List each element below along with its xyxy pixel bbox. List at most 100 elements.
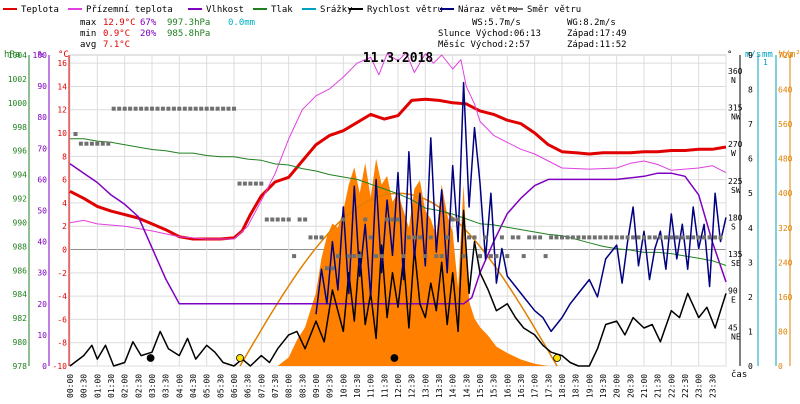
wind-direction-point <box>478 254 482 259</box>
wind-direction-point <box>128 106 133 111</box>
tick-label-pressure: 988 <box>13 242 28 251</box>
wind-direction-point <box>499 235 504 240</box>
tick-label-wind: 2 <box>748 293 753 302</box>
wind-direction-point <box>303 217 308 222</box>
wind-direction-point <box>625 235 630 240</box>
tick-label-temperature: 8 <box>62 152 67 161</box>
moonset-marker <box>390 354 399 362</box>
legend-label-2: Přízemní teplota <box>86 5 173 15</box>
axis-title-degrees: ° <box>727 50 732 60</box>
wind-direction-point <box>155 106 160 111</box>
wind-direction-point <box>385 217 390 222</box>
tick-label-temperature: 0 <box>62 246 67 255</box>
wind-direction-point <box>237 181 242 186</box>
wind-direction-point <box>570 235 575 240</box>
tick-label-pressure: 996 <box>13 147 28 156</box>
tick-label-wind: 6 <box>748 155 753 164</box>
sunrise-marker <box>236 354 244 362</box>
moonrise-marker <box>146 354 155 362</box>
wind-direction-point <box>532 235 537 240</box>
time-tick-label: 00:00 <box>66 374 75 398</box>
tick-label-temperature: 4 <box>62 199 67 208</box>
time-tick-label: 10:30 <box>353 374 362 398</box>
time-tick-label: 15:30 <box>490 374 499 398</box>
wind-direction-point <box>95 141 100 146</box>
wind-direction-point <box>614 235 619 240</box>
time-tick-label: 03:30 <box>162 374 171 398</box>
wind-direction-point <box>696 235 701 240</box>
wind-direction-point <box>324 266 329 271</box>
wind-direction-point <box>242 181 247 186</box>
wind-direction-point <box>308 235 313 240</box>
tick-label-wind: 1 <box>748 327 753 336</box>
wind-direction-point <box>368 235 373 240</box>
wind-direction-point <box>488 254 493 259</box>
axis-title-celsius: °C <box>58 50 69 60</box>
tick-label-compass: NW <box>731 113 741 122</box>
tick-label-temperature: 6 <box>62 176 67 185</box>
time-tick-label: 09:00 <box>312 374 321 398</box>
wind-direction-point <box>248 181 253 186</box>
time-tick-label: 07:00 <box>257 374 266 398</box>
wind-direction-point <box>150 106 154 111</box>
tick-label-temperature: 16 <box>57 59 67 68</box>
time-tick-label: 19:00 <box>585 374 594 398</box>
info-block: WS:5.7m/s WG:8.2m/s Slunce Východ:06:13 … <box>438 18 627 50</box>
tick-label-pressure: 998 <box>13 123 28 132</box>
time-tick-label: 10:00 <box>339 374 348 398</box>
wind-direction-point <box>560 235 564 240</box>
wind-direction-point <box>461 254 466 259</box>
legend-label-5: Srážky <box>320 5 353 15</box>
time-tick-label: 15:00 <box>476 374 485 398</box>
wind-direction-point <box>576 235 581 240</box>
tick-label-radiation: 240 <box>778 258 793 267</box>
time-tick-label: 22:30 <box>681 374 690 398</box>
info-moonset: Západ:11:52 <box>567 40 627 50</box>
tick-label-pressure: 984 <box>13 290 28 299</box>
stats-avg-temp: 7.1°C <box>103 40 130 50</box>
wind-direction-point <box>89 141 94 146</box>
axis-title-hpa: hPa <box>4 50 20 60</box>
wind-direction-point <box>674 235 679 240</box>
wind-direction-point <box>133 106 138 111</box>
wind-direction-point <box>226 106 231 111</box>
tick-label-temperature: -8 <box>57 339 67 348</box>
wind-direction-point <box>412 235 417 240</box>
wind-direction-point <box>609 235 614 240</box>
tick-label-pressure: 978 <box>13 362 28 371</box>
wind-direction-point <box>707 235 712 240</box>
wind-direction-point <box>270 217 275 222</box>
time-tick-label: 05:30 <box>216 374 225 398</box>
tick-label-pressure: 990 <box>13 218 28 227</box>
axis-title-ms: m/s <box>745 50 761 60</box>
legend-label-3: Vlhkost <box>206 5 244 15</box>
wind-direction-point <box>84 141 89 146</box>
wind-direction-point <box>685 235 690 240</box>
wind-direction-point <box>483 235 488 240</box>
tick-label-compass: S <box>731 222 736 231</box>
tick-label-humidity: 40 <box>37 238 47 247</box>
tick-label-direction: 270 <box>728 140 743 149</box>
wind-direction-point <box>335 254 340 259</box>
wind-direction-point <box>281 217 286 222</box>
time-tick-label: 21:00 <box>640 374 649 398</box>
wind-direction-point <box>439 254 444 259</box>
tick-label-temperature: -6 <box>57 315 67 324</box>
time-tick-label: 16:00 <box>503 374 512 398</box>
tick-label-compass: SW <box>731 186 741 195</box>
wind-direction-point <box>390 217 395 222</box>
tick-label-pressure: 994 <box>13 171 28 180</box>
tick-label-pressure: 1002 <box>8 75 27 84</box>
stats-max-label: max <box>80 18 97 28</box>
wind-direction-point <box>631 235 636 240</box>
wind-direction-point <box>253 181 258 186</box>
wind-direction-point <box>374 254 379 259</box>
tick-label-direction: 360 <box>728 67 743 76</box>
wind-direction-point <box>363 217 368 222</box>
wind-direction-point <box>352 254 357 259</box>
time-tick-label: 17:00 <box>531 374 540 398</box>
wind-direction-point <box>456 217 461 222</box>
time-tick-label: 13:00 <box>421 374 430 398</box>
time-tick-label: 01:30 <box>107 374 116 398</box>
